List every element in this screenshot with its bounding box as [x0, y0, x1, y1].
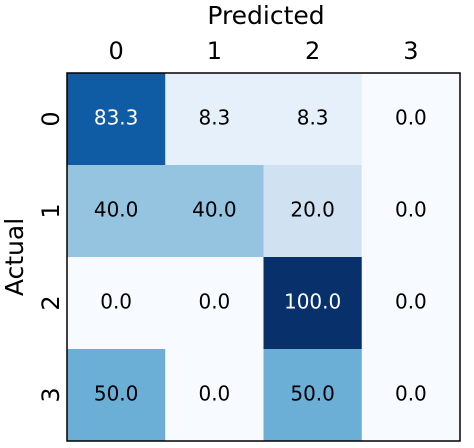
chart-title: Predicted [207, 1, 324, 30]
cell-label: 0.0 [395, 106, 427, 130]
cell-label: 20.0 [290, 198, 335, 222]
plot-frame [66, 72, 461, 442]
x-tick-label: 1 [207, 37, 222, 65]
cell-label: 83.3 [94, 106, 139, 130]
y-tick-label: 2 [37, 295, 65, 310]
heatmap-cell [361, 257, 461, 350]
heatmap-cell [165, 349, 264, 442]
cell-label: 40.0 [94, 198, 139, 222]
cell-label: 0.0 [395, 290, 427, 314]
x-tick-label: 2 [305, 37, 320, 65]
cell-label: 0.0 [395, 198, 427, 222]
heatmap-cell [165, 165, 264, 258]
y-axis-label: Actual [0, 218, 29, 296]
cell-label: 0.0 [100, 290, 132, 314]
cell-label: 40.0 [192, 198, 237, 222]
heatmap-cell [361, 73, 461, 166]
heatmap-cell [361, 165, 461, 258]
cell-label: 0.0 [198, 290, 230, 314]
heatmap-cell [263, 73, 363, 166]
heatmap-cell [165, 257, 264, 350]
cell-label: 8.3 [297, 106, 329, 130]
heatmap-cell [67, 73, 166, 166]
heatmap-cell [263, 165, 363, 258]
cell-label: 0.0 [395, 382, 427, 406]
heatmap-cell [361, 349, 461, 442]
heatmap-cell [67, 349, 166, 442]
cell-label: 100.0 [284, 290, 341, 314]
cell-label: 50.0 [94, 382, 139, 406]
heatmap-cell [263, 349, 363, 442]
x-tick-label: 0 [108, 37, 123, 65]
y-tick-label: 3 [37, 387, 65, 402]
heatmap-cell [165, 73, 264, 166]
cell-label: 8.3 [198, 106, 230, 130]
cell-label: 0.0 [198, 382, 230, 406]
heatmap-cell [67, 165, 166, 258]
y-tick-label: 1 [37, 203, 65, 218]
heatmap-cell [67, 257, 166, 350]
heatmap-cell [263, 257, 363, 350]
x-tick-label: 3 [403, 37, 418, 65]
cell-label: 50.0 [290, 382, 335, 406]
y-tick-label: 0 [37, 111, 65, 126]
